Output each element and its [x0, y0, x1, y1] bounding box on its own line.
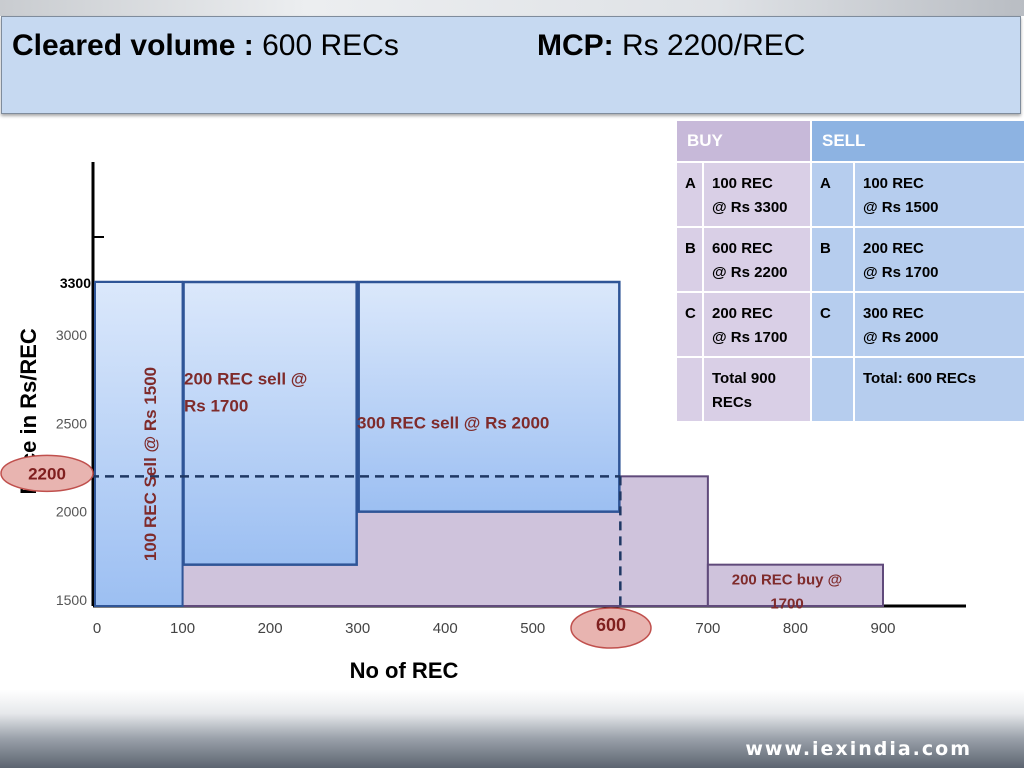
buy-total-line2: RECs	[712, 394, 753, 411]
buy-total-line1: Total 900	[712, 370, 776, 387]
cleared-volume-value: 600 RECs	[262, 29, 399, 62]
cleared-volume-marker	[570, 607, 652, 649]
table-row: A 100 REC @ Rs 3300 A 100 REC @ Rs 1500	[675, 161, 1024, 228]
buy-price: @ Rs 1700	[712, 329, 788, 346]
sell-total: Total: 600 RECs	[852, 356, 1024, 423]
table-row: C 200 REC @ Rs 1700 C 300 REC @ Rs 2000	[675, 291, 1024, 358]
y-tick-label: 2000	[56, 504, 87, 520]
mcp-price-marker	[0, 454, 94, 493]
sell-order: 300 REC @ Rs 2000	[852, 291, 1024, 358]
buy-id: A	[675, 161, 704, 228]
buy-order: 600 REC @ Rs 2200	[702, 226, 812, 293]
top-decor-strip	[0, 0, 1024, 16]
buy-price: @ Rs 2200	[712, 264, 788, 281]
buy-step-bar	[706, 563, 885, 607]
buy-price: @ Rs 3300	[712, 199, 788, 216]
sell-price: @ Rs 2000	[863, 329, 939, 346]
cleared-volume-text: Cleared volume : 600 RECs	[12, 29, 399, 63]
buy-order: 100 REC @ Rs 3300	[702, 161, 812, 228]
x-tick-label: 300	[345, 620, 370, 637]
x-tick-label: 500	[520, 620, 545, 637]
sell-price: @ Rs 1700	[863, 264, 939, 281]
annotation-sell-b-line1: 200 REC sell @	[184, 369, 307, 388]
sell-order: 100 REC @ Rs 1500	[852, 161, 1024, 228]
footer-band	[0, 690, 1024, 768]
sell-step-bar	[357, 280, 621, 513]
mcp-text: MCP: Rs 2200/REC	[537, 29, 805, 63]
x-tick-label: 800	[783, 620, 808, 637]
sell-step-bar	[182, 280, 358, 566]
x-tick-label: 700	[695, 620, 720, 637]
annotation-sell-a: 100 REC Sell @ Rs 1500	[141, 367, 160, 561]
x-tick-label: 900	[870, 620, 895, 637]
buy-id: C	[675, 291, 704, 358]
sell-id: A	[810, 161, 855, 228]
x-tick-label: 100	[170, 620, 195, 637]
y-tick-label: 2500	[56, 415, 87, 431]
annotation-sell-c: 300 REC sell @ Rs 2000	[357, 414, 549, 433]
buy-qty: 600 REC	[712, 240, 773, 257]
mcp-value: Rs 2200/REC	[622, 29, 806, 62]
cleared-volume-label: Cleared volume :	[12, 29, 254, 62]
buy-qty: 100 REC	[712, 175, 773, 192]
buy-order: 200 REC @ Rs 1700	[702, 291, 812, 358]
sell-id: C	[810, 291, 855, 358]
buy-id: B	[675, 226, 704, 293]
sell-qty: 200 REC	[863, 240, 924, 257]
sell-id-empty	[810, 356, 855, 423]
y-tick-label: 3000	[56, 327, 87, 343]
sell-price: @ Rs 1500	[863, 199, 939, 216]
table-row: B 600 REC @ Rs 2200 B 200 REC @ Rs 1700	[675, 226, 1024, 293]
buy-qty: 200 REC	[712, 305, 773, 322]
sell-qty: 300 REC	[863, 305, 924, 322]
slide-title-box: Cleared volume : 600 RECs MCP: Rs 2200/R…	[1, 16, 1021, 114]
annotation-buy-c-line2: 1700	[770, 596, 803, 613]
x-tick-label: 400	[433, 620, 458, 637]
mcp-label: MCP:	[537, 29, 614, 62]
cleared-volume-marker-label: 600	[596, 615, 626, 635]
y-tick-label: 1500	[56, 592, 87, 608]
buy-header: BUY	[675, 119, 812, 163]
buy-id-empty	[675, 356, 704, 423]
sell-qty: 100 REC	[863, 175, 924, 192]
mcp-price-marker-label: 2200	[28, 464, 66, 483]
sell-id: B	[810, 226, 855, 293]
x-axis-title: No of REC	[350, 658, 459, 683]
order-table: BUY SELL A 100 REC @ Rs 3300 A 100 REC @ R…	[675, 119, 1024, 423]
annotation-sell-b-line2: Rs 1700	[184, 396, 248, 415]
buy-step-bar	[94, 281, 184, 607]
x-tick-label: 200	[258, 620, 283, 637]
sell-order: 200 REC @ Rs 1700	[852, 226, 1024, 293]
table-totals-row: Total 900 RECs Total: 600 RECs	[675, 356, 1024, 423]
footer-url: www.iexindia.com	[745, 738, 972, 760]
supply-demand-chart: 1500 2000 2500 3000 3300 0 100 200 300 400 500 600 7…	[0, 162, 966, 683]
buy-total: Total 900 RECs	[702, 356, 812, 423]
y-tick-label: 3300	[60, 275, 91, 291]
annotation-buy-c-line1: 200 REC buy @	[732, 572, 843, 589]
x-tick-label: 0	[93, 620, 101, 637]
